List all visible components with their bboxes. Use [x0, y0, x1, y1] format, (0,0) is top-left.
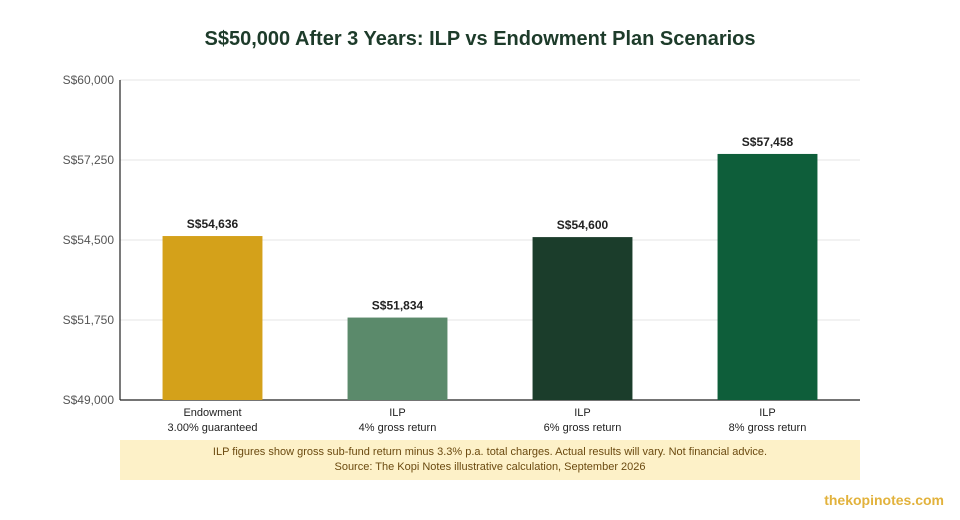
x-category-label: 4% gross return: [359, 422, 437, 434]
x-category-label: ILP: [574, 407, 591, 419]
bar-value-label: S$51,834: [372, 299, 424, 313]
x-category-label: ILP: [759, 407, 776, 419]
footnote-source: Source: The Kopi Notes illustrative calc…: [334, 461, 646, 473]
y-tick-label: S$60,000: [63, 73, 115, 87]
footnote-box: ILP figures show gross sub-fund return m…: [120, 440, 860, 480]
chart-title: S$50,000 After 3 Years: ILP vs Endowment…: [204, 28, 756, 50]
bar: [162, 236, 263, 400]
footnote-disclaimer: ILP figures show gross sub-fund return m…: [212, 446, 768, 458]
bar: [532, 237, 633, 400]
x-category-label: 6% gross return: [544, 422, 622, 434]
x-category-label: ILP: [389, 407, 406, 419]
bar-value-label: S$54,600: [557, 218, 609, 232]
y-tick-label: S$49,000: [63, 393, 115, 407]
bar: [717, 153, 818, 400]
bar-value-label: S$57,458: [742, 135, 794, 149]
y-tick-label: S$51,750: [63, 313, 115, 327]
x-category-label: Endowment: [183, 407, 241, 419]
bar-chart: S$49,000 S$51,750 S$54,500 S$57,250 S$60,000…: [63, 73, 860, 434]
bar-value-label: S$54,636: [187, 217, 239, 231]
x-category-label: 8% gross return: [729, 422, 807, 434]
site-brand: thekopinotes.com: [824, 492, 944, 508]
x-category-label: 3.00% guaranteed: [168, 422, 258, 434]
y-tick-label: S$54,500: [63, 233, 115, 247]
y-tick-label: S$57,250: [63, 153, 115, 167]
bar: [347, 317, 448, 400]
